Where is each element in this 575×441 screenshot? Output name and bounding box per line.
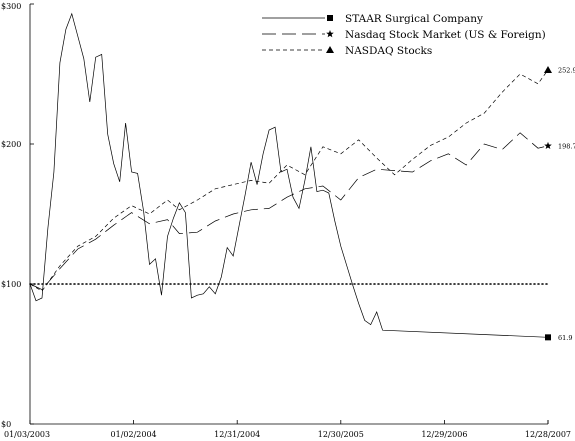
- x-tick-label: 01/03/2003: [4, 430, 50, 439]
- series-line-square: [29, 12, 549, 338]
- series-line-triangle: [29, 69, 549, 292]
- x-tick-label: 12/28/2007: [525, 430, 571, 439]
- triangle-end-marker: [544, 65, 552, 73]
- series-end-label: 198.7: [558, 142, 575, 150]
- series-end-label: 252.9: [558, 66, 575, 74]
- series-line-star: [29, 132, 549, 291]
- legend-square-marker: [327, 15, 333, 21]
- legend-star-marker: [326, 30, 334, 38]
- x-tick-label: 12/31/2004: [214, 430, 260, 439]
- x-tick-label: 01/02/2004: [111, 430, 157, 439]
- legend-entry-label: NASDAQ Stocks: [345, 45, 432, 57]
- y-tick-label: $0: [1, 420, 11, 429]
- legend-entry-label: Nasdaq Stock Market (US & Foreign): [345, 29, 546, 41]
- series-end-label: 61.9: [558, 334, 572, 342]
- series-group: 61.9 198.7 252.9: [29, 12, 575, 342]
- chart-legend: STAAR Surgical Company Nasdaq Stock Marke…: [262, 13, 546, 57]
- legend-triangle-marker: [326, 46, 334, 53]
- x-tick-label: 12/30/2005: [318, 430, 364, 439]
- y-tick-label: $100: [1, 280, 21, 289]
- square-end-marker: [545, 334, 551, 341]
- y-tick-label: $200: [1, 140, 21, 149]
- legend-entry-label: STAAR Surgical Company: [345, 13, 483, 25]
- star-end-marker: [544, 141, 552, 150]
- y-tick-label: $300: [1, 2, 21, 11]
- x-tick-label: 12/29/2006: [421, 430, 467, 439]
